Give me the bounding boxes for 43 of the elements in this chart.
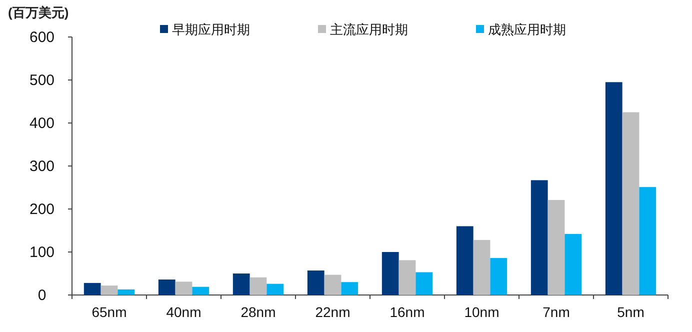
x-tick-label: 22nm [315, 304, 350, 320]
bar [456, 226, 474, 295]
bar [564, 234, 582, 295]
bar [266, 284, 284, 295]
bar [100, 286, 118, 295]
bar [158, 280, 176, 295]
bar [192, 286, 210, 295]
y-axis-title: (百万美元) [8, 5, 69, 20]
y-tick-label: 100 [29, 244, 55, 261]
x-tick-label: 16nm [390, 304, 425, 320]
bar [232, 274, 250, 295]
bar [341, 282, 358, 295]
x-tick-label: 7nm [542, 304, 570, 320]
bar [307, 270, 324, 295]
x-tick-label: 40nm [166, 304, 202, 320]
bar [530, 180, 548, 295]
y-tick-label: 400 [29, 115, 55, 132]
bar [250, 277, 267, 295]
bar [324, 274, 342, 295]
y-tick-label: 500 [29, 72, 55, 89]
bar [118, 289, 135, 295]
bar [84, 282, 101, 295]
bar [398, 260, 416, 295]
y-tick-label: 200 [29, 201, 55, 218]
bar [382, 252, 399, 295]
bar [473, 240, 490, 295]
y-tick-label: 0 [38, 287, 46, 304]
x-tick-label: 5nm [617, 304, 644, 320]
y-tick-label: 300 [29, 158, 55, 175]
x-tick-label: 65nm [92, 304, 127, 320]
bar [490, 258, 508, 295]
legend-label: 主流应用时期 [330, 22, 408, 37]
bar [548, 200, 565, 295]
x-tick-label: 28nm [240, 304, 276, 320]
legend-label: 成熟应用时期 [488, 22, 566, 37]
bar [416, 272, 433, 295]
bar [639, 187, 656, 295]
x-tick-label: 10nm [464, 304, 500, 320]
y-tick-label: 600 [29, 29, 55, 46]
bar [605, 82, 622, 295]
bar [175, 282, 192, 295]
legend-label: 早期应用时期 [172, 22, 250, 37]
bar [622, 112, 640, 295]
